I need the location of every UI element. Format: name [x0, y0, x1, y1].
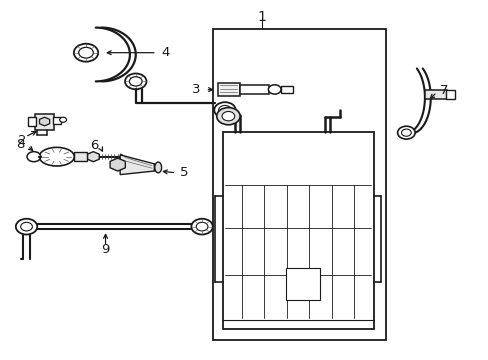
- Text: 5: 5: [180, 166, 188, 179]
- Text: 1: 1: [257, 10, 265, 24]
- Circle shape: [222, 112, 234, 121]
- Circle shape: [216, 108, 240, 125]
- Circle shape: [27, 152, 41, 162]
- Circle shape: [16, 219, 37, 234]
- Text: 9: 9: [101, 243, 109, 256]
- Bar: [445, 90, 454, 99]
- Bar: [239, 85, 268, 94]
- Ellipse shape: [155, 162, 161, 173]
- Bar: [424, 90, 446, 99]
- Circle shape: [191, 219, 212, 234]
- Bar: [212, 30, 385, 339]
- Text: 4: 4: [161, 46, 170, 59]
- Bar: [74, 152, 87, 161]
- Circle shape: [397, 126, 414, 139]
- Text: 6: 6: [90, 139, 98, 152]
- Ellipse shape: [39, 147, 74, 166]
- Circle shape: [214, 102, 235, 118]
- Bar: [53, 117, 61, 125]
- Polygon shape: [87, 152, 99, 162]
- Polygon shape: [120, 155, 154, 175]
- Polygon shape: [110, 158, 125, 171]
- Text: 8: 8: [16, 138, 24, 150]
- Text: 3: 3: [192, 83, 200, 96]
- Text: 7: 7: [439, 84, 447, 97]
- Bar: [222, 132, 373, 329]
- Circle shape: [74, 44, 98, 62]
- Bar: [285, 268, 320, 300]
- Bar: [27, 117, 36, 126]
- Bar: [35, 114, 54, 130]
- Circle shape: [125, 73, 146, 89]
- Polygon shape: [40, 117, 50, 126]
- Circle shape: [268, 85, 281, 94]
- Text: 2: 2: [19, 134, 27, 147]
- Bar: [217, 83, 239, 96]
- Bar: [281, 86, 293, 93]
- Circle shape: [60, 117, 66, 122]
